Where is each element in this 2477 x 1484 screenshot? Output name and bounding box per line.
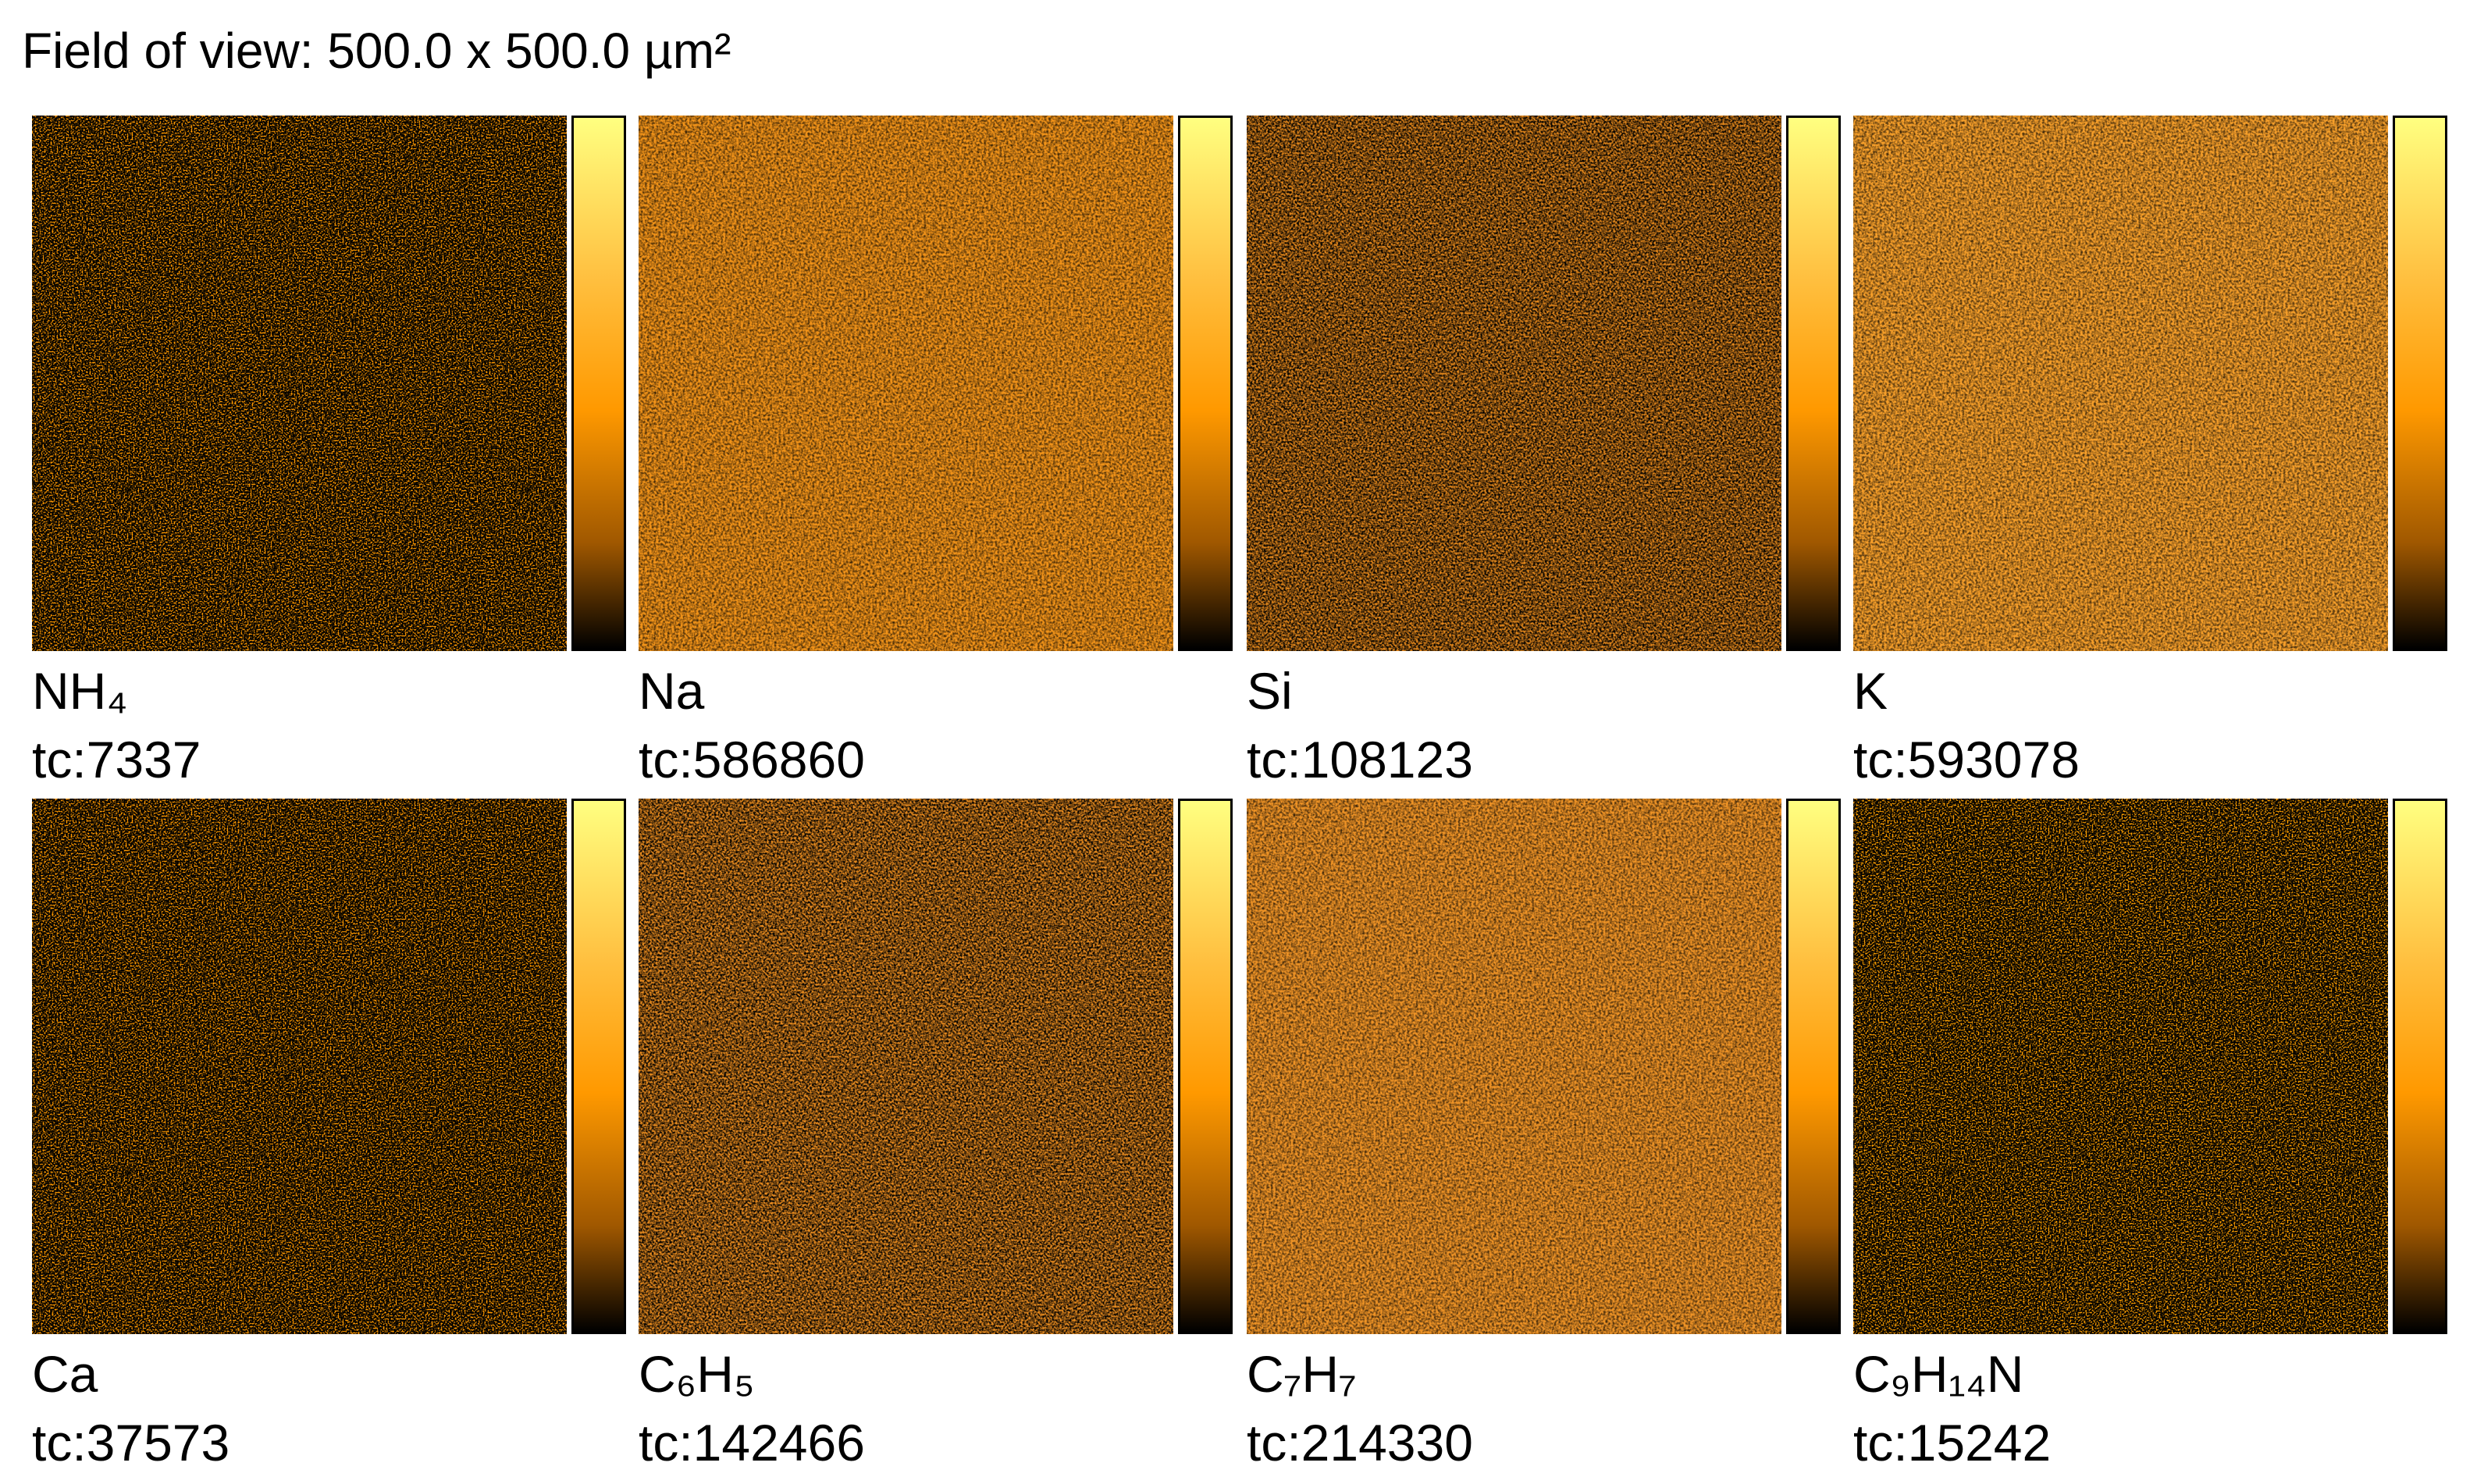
total-counts: tc:214330 bbox=[1247, 1414, 1473, 1472]
color-bar bbox=[571, 799, 626, 1334]
color-bar bbox=[571, 116, 626, 651]
ion-label: C₉H₁₄N bbox=[1853, 1345, 2024, 1403]
color-bar bbox=[1178, 799, 1233, 1334]
total-counts: tc:108123 bbox=[1247, 731, 1473, 788]
ion-image bbox=[1247, 799, 1781, 1334]
image-layer bbox=[639, 116, 1173, 651]
image-layer bbox=[639, 799, 1173, 1334]
image-layer bbox=[1247, 799, 1781, 1334]
ion-image bbox=[639, 799, 1173, 1334]
total-counts: tc:7337 bbox=[32, 731, 201, 788]
title: Field of view: 500.0 x 500.0 µm² bbox=[22, 23, 731, 79]
total-counts: tc:586860 bbox=[639, 731, 865, 788]
ion-label: K bbox=[1853, 662, 1888, 720]
ion-image bbox=[32, 799, 567, 1334]
image-layer bbox=[32, 799, 567, 1334]
total-counts: tc:593078 bbox=[1853, 731, 2080, 788]
color-bar bbox=[2393, 799, 2447, 1334]
ion-image bbox=[32, 116, 567, 651]
image-layer bbox=[1247, 116, 1781, 651]
image-layer bbox=[32, 116, 567, 651]
ion-label: Na bbox=[639, 662, 705, 720]
image-layer bbox=[1853, 799, 2388, 1334]
total-counts: tc:37573 bbox=[32, 1414, 230, 1472]
color-bar bbox=[1786, 799, 1841, 1334]
color-bar bbox=[1178, 116, 1233, 651]
ion-label: Ca bbox=[32, 1345, 98, 1403]
ion-label: C₆H₅ bbox=[639, 1345, 755, 1403]
ion-image bbox=[639, 116, 1173, 651]
ion-label: NH₄ bbox=[32, 662, 128, 720]
color-bar bbox=[2393, 116, 2447, 651]
total-counts: tc:142466 bbox=[639, 1414, 865, 1472]
color-bar bbox=[1786, 116, 1841, 651]
ion-image bbox=[1853, 799, 2388, 1334]
ion-label: Si bbox=[1247, 662, 1293, 720]
ion-image bbox=[1247, 116, 1781, 651]
ion-label: C₇H₇ bbox=[1247, 1345, 1357, 1403]
ion-image bbox=[1853, 116, 2388, 651]
total-counts: tc:15242 bbox=[1853, 1414, 2052, 1472]
image-layer bbox=[1853, 116, 2388, 651]
